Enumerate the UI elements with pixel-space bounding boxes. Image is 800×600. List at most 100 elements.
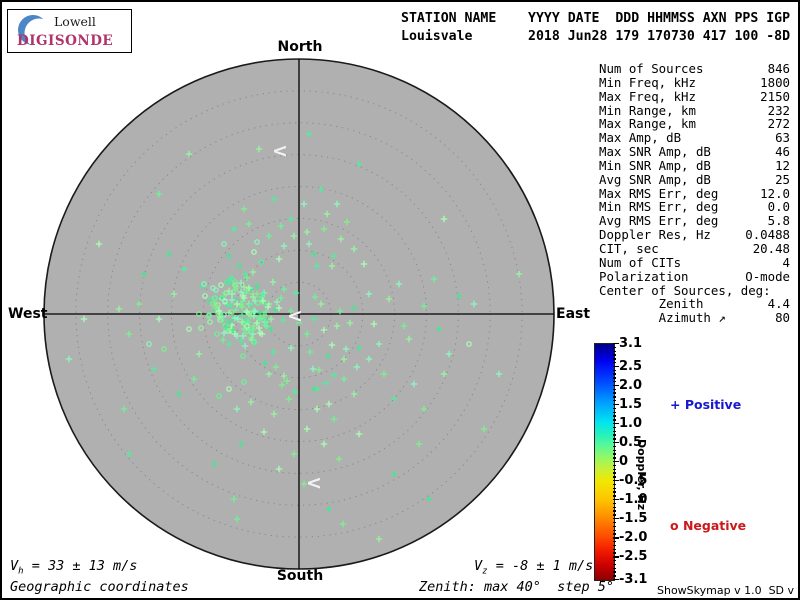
- source-point-positive: [260, 311, 268, 319]
- station-header: STATION NAME YYYY DATE DDD HHMMSS AXN PP…: [401, 10, 790, 46]
- source-point-positive: [237, 337, 245, 345]
- source-point-positive: [242, 289, 250, 297]
- source-point-positive: [305, 240, 313, 248]
- source-point-positive: [336, 307, 344, 315]
- source-point-positive: [385, 295, 393, 303]
- compass-label-south: South: [276, 568, 324, 584]
- vh-subscript: h: [18, 566, 24, 577]
- source-point-positive: [219, 336, 227, 344]
- source-point-positive: [261, 321, 269, 329]
- source-point-positive: [445, 350, 453, 358]
- source-point-positive: [515, 270, 523, 278]
- colorbar-axis-label: Doppler, Hz: [635, 439, 648, 511]
- source-point-negative: [210, 285, 216, 291]
- source-point-positive: [255, 314, 263, 322]
- source-point-positive: [290, 450, 298, 458]
- source-point-positive: [390, 395, 398, 403]
- source-point-positive: [125, 330, 133, 338]
- source-point-positive: [240, 325, 248, 333]
- chevron-marker: <: [287, 305, 303, 327]
- stat-row: Num of Sources 846: [599, 61, 790, 76]
- stat-row: Max Amp, dB 63: [599, 130, 790, 146]
- source-point-positive: [259, 290, 267, 298]
- source-point-positive: [242, 307, 250, 315]
- source-point-positive: [239, 332, 247, 340]
- source-point-negative: [146, 341, 152, 347]
- crescent-logo-icon: [18, 15, 54, 48]
- source-point-positive: [190, 375, 198, 383]
- source-point-positive: [224, 301, 232, 309]
- source-point-positive: [165, 250, 173, 258]
- source-point-positive: [239, 292, 247, 300]
- source-point-positive: [425, 495, 433, 503]
- source-point-negative: [202, 293, 208, 299]
- source-point-positive: [258, 293, 266, 301]
- source-point-negative: [201, 281, 207, 287]
- source-point-positive: [233, 515, 241, 523]
- source-point-negative: [244, 323, 250, 329]
- source-point-positive: [340, 355, 348, 363]
- source-point-positive: [210, 460, 218, 468]
- source-point-positive: [400, 322, 408, 330]
- source-point-positive: [337, 235, 345, 243]
- source-point-positive: [243, 319, 251, 327]
- source-point-positive: [256, 309, 264, 317]
- source-point-negative: [251, 339, 257, 345]
- source-point-positive: [355, 430, 363, 438]
- legend-positive: + Positive: [670, 397, 742, 412]
- source-point-negative: [222, 299, 228, 305]
- source-point-positive: [275, 465, 283, 473]
- source-point-positive: [272, 363, 280, 371]
- zenith-scale-label: Zenith: max 40° step 5°: [419, 579, 615, 595]
- source-point-positive: [328, 341, 336, 349]
- stat-row: Min RMS Err, deg 0.0: [599, 199, 790, 215]
- source-point-positive: [390, 470, 398, 478]
- source-point-positive: [238, 318, 246, 326]
- stat-row: Max RMS Err, deg 12.0: [599, 185, 790, 201]
- source-point-positive: [125, 450, 133, 458]
- source-point-positive: [435, 325, 443, 333]
- source-point-positive: [360, 260, 368, 268]
- source-point-positive: [333, 200, 341, 208]
- source-point-positive: [265, 300, 273, 308]
- source-point-positive: [259, 297, 267, 305]
- source-point-positive: [233, 405, 241, 413]
- source-point-positive: [470, 300, 478, 308]
- colorbar-tick-label: -1.5: [619, 511, 648, 527]
- source-point-positive: [115, 305, 123, 313]
- source-point-positive: [225, 309, 233, 317]
- source-point-positive: [283, 377, 291, 385]
- colorbar-tick-label: 1.5: [619, 396, 643, 412]
- source-point-positive: [264, 303, 272, 311]
- source-point-positive: [305, 130, 313, 138]
- source-point-positive: [150, 365, 158, 373]
- source-point-positive: [291, 388, 299, 396]
- source-point-positive: [175, 390, 183, 398]
- logo-text-lowell: Lowell: [54, 14, 96, 29]
- source-point-positive: [220, 329, 228, 337]
- source-point-positive: [330, 415, 338, 423]
- software-version-label: ShowSkymap v 1.0 SD v 5.1: [657, 584, 800, 597]
- source-point-positive: [280, 285, 288, 293]
- source-point-positive: [279, 316, 287, 324]
- source-point-positive: [415, 440, 423, 448]
- source-point-negative: [207, 319, 213, 325]
- source-point-positive: [311, 293, 319, 301]
- source-point-positive: [310, 385, 318, 393]
- source-point-positive: [271, 306, 279, 314]
- source-point-negative: [218, 282, 224, 288]
- source-point-positive: [320, 326, 328, 334]
- vz-subscript: z: [482, 566, 488, 577]
- source-point-positive: [241, 342, 249, 350]
- source-point-positive: [313, 405, 321, 413]
- source-point-positive: [238, 303, 246, 311]
- logo-text-digisonde: DIGISONDE: [17, 33, 114, 49]
- source-point-positive: [277, 222, 285, 230]
- source-point-positive: [287, 215, 295, 223]
- stat-row: Min Freq, kHz 1800: [599, 74, 790, 90]
- source-point-positive: [170, 290, 178, 298]
- source-point-positive: [275, 255, 283, 263]
- source-point-negative: [224, 279, 230, 285]
- source-point-negative: [232, 279, 238, 285]
- source-point-positive: [95, 240, 103, 248]
